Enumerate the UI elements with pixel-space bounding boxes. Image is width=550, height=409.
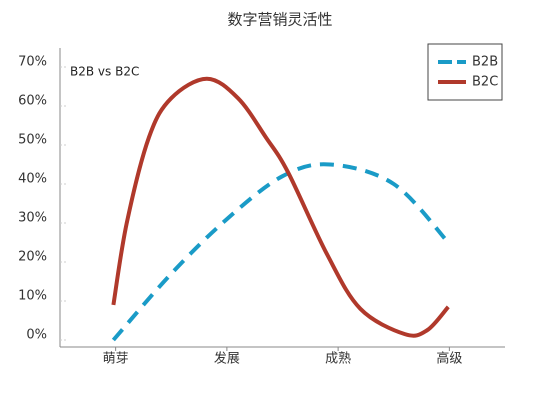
chart-title: 数字营销灵活性 [227, 11, 332, 29]
y-tick-label: 0% [26, 328, 47, 343]
y-tick-label: 60% [18, 94, 47, 109]
x-tick-label: 高级 [436, 351, 462, 367]
y-tick-label: 30% [18, 211, 47, 226]
x-tick-label: 发展 [214, 351, 240, 367]
x-tick-label: 成熟 [325, 351, 351, 367]
legend-box [427, 43, 503, 101]
line-b2b [111, 162, 450, 342]
y-tick-label: 70% [18, 55, 47, 70]
legend-label: B2C [472, 75, 498, 90]
y-tick-label: 50% [18, 133, 47, 148]
y-tick-label: 40% [18, 172, 47, 187]
y-tick-label: 10% [18, 289, 47, 304]
y-tick-label: 20% [18, 250, 47, 265]
line-b2c [111, 76, 450, 338]
x-tick-label: 萌芽 [103, 352, 129, 367]
annotation: B2B vs B2C [70, 65, 139, 79]
legend-label: B2B [472, 55, 498, 70]
